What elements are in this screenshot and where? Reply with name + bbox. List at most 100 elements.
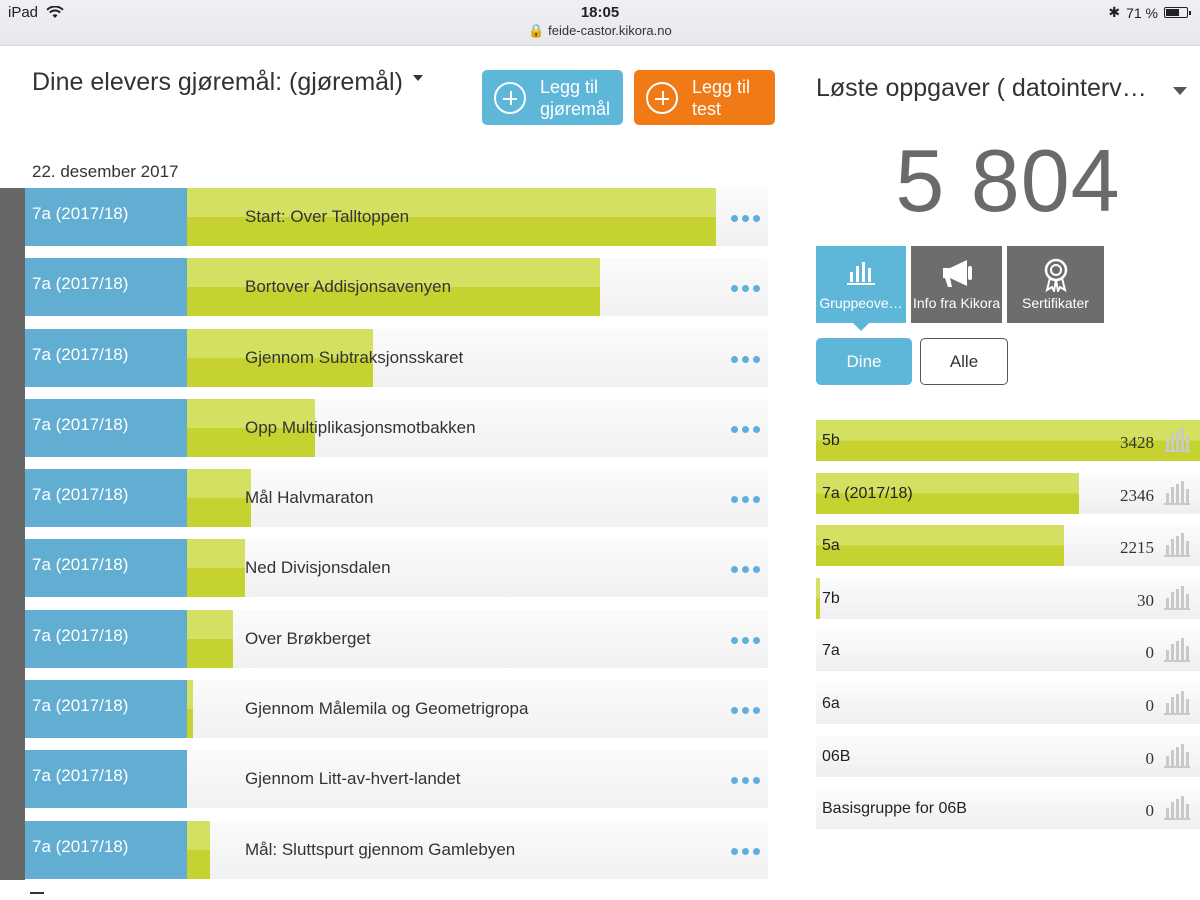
task-group-label: 7a (2017/18) [25, 469, 187, 528]
task-name: Mål: Sluttspurt gjennom Gamlebyen [245, 839, 516, 859]
battery-fill [1166, 9, 1180, 16]
task-progress-bar [187, 680, 193, 739]
more-options-icon[interactable] [731, 566, 760, 574]
group-name: 5b [822, 432, 840, 449]
tile-certificates[interactable]: Sertifikater [1007, 246, 1104, 323]
task-group-label: 7a (2017/18) [25, 539, 187, 598]
task-row[interactable]: 7a (2017/18) Gjennom Målemila og Geometri… [25, 680, 768, 739]
task-row[interactable]: 7a (2017/18) Gjennom Litt-av-hvert-landet [25, 750, 768, 809]
battery-icon [1164, 7, 1191, 18]
task-row[interactable]: 7a (2017/18) Over Brøkberget [25, 609, 768, 668]
more-options-icon[interactable] [731, 777, 760, 785]
group-stat-row[interactable]: 7a 0 [816, 630, 1200, 672]
group-name: 7a [822, 642, 840, 660]
task-row[interactable]: 7a (2017/18) Gjennom Subtraksjonsskaret [25, 328, 768, 387]
group-progress-bar [816, 525, 1065, 567]
tile-kikora-info[interactable]: Info fra Kikora [911, 246, 1002, 323]
task-row[interactable]: 7a (2017/18) Mål: Sluttspurt gjennom Gaml… [25, 820, 768, 879]
add-test-button[interactable]: Legg til test [634, 70, 775, 125]
bottom-scroll-hint [30, 892, 44, 900]
group-count: 0 [1145, 801, 1155, 821]
bar-chart-icon[interactable] [1164, 796, 1190, 821]
page-title: Dine elevers gjøremål: (gjøremål) [32, 68, 403, 96]
task-row[interactable]: 7a (2017/18) Opp Multiplikasjonsmotbakken [25, 398, 768, 457]
group-stat-row[interactable]: 7a (2017/18) 2346 [816, 472, 1200, 514]
bar-chart-icon[interactable] [1164, 585, 1190, 610]
task-name: Mål Halvmaraton [245, 488, 374, 508]
tile-group-overview-label: Gruppeove… [819, 295, 903, 311]
plus-circle-icon [646, 81, 678, 114]
add-task-label: Legg til gjøremål [540, 76, 611, 119]
task-name: Gjennom Målemila og Geometrigropa [245, 699, 529, 719]
task-row[interactable]: 7a (2017/18) Start: Over Talltoppen [25, 188, 768, 246]
group-name: 06B [822, 747, 851, 765]
group-count: 0 [1145, 695, 1155, 715]
task-row[interactable]: 7a (2017/18) Mål Halvmaraton [25, 469, 768, 528]
task-progress-bar [187, 539, 246, 598]
task-name: Over Brøkberget [245, 628, 371, 648]
task-group-label: 7a (2017/18) [25, 328, 187, 387]
more-options-icon[interactable] [731, 847, 760, 855]
task-name: Gjennom Subtraksjonsskaret [245, 347, 464, 367]
bar-chart-icon[interactable] [1164, 533, 1190, 558]
task-progress-bar [187, 328, 373, 387]
bluetooth-icon: ✱ [1108, 4, 1121, 20]
group-progress-bar [816, 420, 1200, 461]
add-task-button[interactable]: Legg til gjøremål [482, 70, 623, 125]
group-progress-bar [816, 577, 820, 619]
task-progress-bar [187, 609, 234, 668]
group-stat-row[interactable]: 5a 2215 [816, 525, 1200, 567]
group-stat-row[interactable]: 7b 30 [816, 577, 1200, 619]
device-label: iPad [8, 4, 39, 21]
task-progress-bar [187, 258, 600, 317]
battery-percent: 71 % [1126, 4, 1158, 21]
group-stat-row[interactable]: 5b 3428 [816, 420, 1200, 461]
more-options-icon[interactable] [731, 707, 760, 715]
bar-chart-icon[interactable] [1164, 638, 1190, 663]
caret-down-icon[interactable] [1173, 87, 1187, 95]
tile-certificates-label: Sertifikater [1022, 295, 1089, 311]
task-group-label: 7a (2017/18) [25, 750, 187, 809]
task-name: Bortover Addisjonsavenyen [245, 277, 452, 297]
tile-kikora-info-label: Info fra Kikora [913, 295, 1001, 311]
bar-chart-icon[interactable] [1164, 690, 1190, 715]
group-name: 7a (2017/18) [822, 484, 913, 502]
more-options-icon[interactable] [731, 355, 760, 363]
more-options-icon[interactable] [731, 215, 760, 222]
more-options-icon[interactable] [731, 496, 760, 504]
filter-all-button[interactable]: Alle [920, 338, 1008, 385]
add-test-label: Legg til test [692, 76, 751, 119]
date-heading: 22. desember 2017 [32, 162, 179, 181]
bar-chart-icon[interactable] [1164, 480, 1190, 505]
bar-chart-icon[interactable] [1164, 428, 1190, 452]
more-options-icon[interactable] [731, 636, 760, 644]
group-count: 0 [1145, 748, 1155, 768]
page-title-dropdown[interactable]: Dine elevers gjøremål: (gjøremål) [32, 68, 423, 97]
filter-mine-button[interactable]: Dine [816, 338, 912, 385]
url-bar[interactable]: 🔒 feide-castor.kikora.no [0, 23, 1200, 39]
task-row[interactable]: 7a (2017/18) Ned Divisjonsdalen [25, 539, 768, 598]
group-count: 3428 [1120, 433, 1154, 452]
group-stat-row[interactable]: 6a 0 [816, 682, 1200, 724]
bar-chart-icon[interactable] [1164, 743, 1190, 768]
tile-group-overview[interactable]: Gruppeove… [816, 246, 906, 331]
group-count: 2346 [1120, 485, 1154, 505]
group-stat-row[interactable]: Basisgruppe for 06B 0 [816, 788, 1200, 830]
task-group-label: 7a (2017/18) [25, 258, 187, 317]
status-bar: iPad 18:05 🔒 feide-castor.kikora.no ✱ 71… [0, 0, 1200, 46]
lock-icon: 🔒 [528, 23, 545, 38]
more-options-icon[interactable] [731, 425, 760, 433]
stats-title-dropdown[interactable]: Løste oppgaver ( datointerv… [816, 74, 1146, 102]
url-text: feide-castor.kikora.no [548, 23, 672, 38]
task-list: 7a (2017/18) Start: Over Talltoppen 7a (20… [25, 188, 768, 891]
more-options-icon[interactable] [731, 285, 760, 293]
group-stat-row[interactable]: 06B 0 [816, 735, 1200, 777]
group-count: 2215 [1120, 538, 1154, 558]
left-rail [0, 188, 25, 880]
bar-chart-icon [847, 262, 875, 285]
task-group-label: 7a (2017/18) [25, 188, 187, 246]
task-group-label: 7a (2017/18) [25, 820, 187, 879]
megaphone-icon [942, 260, 972, 287]
task-row[interactable]: 7a (2017/18) Bortover Addisjonsavenyen [25, 258, 768, 317]
task-group-label: 7a (2017/18) [25, 398, 187, 457]
